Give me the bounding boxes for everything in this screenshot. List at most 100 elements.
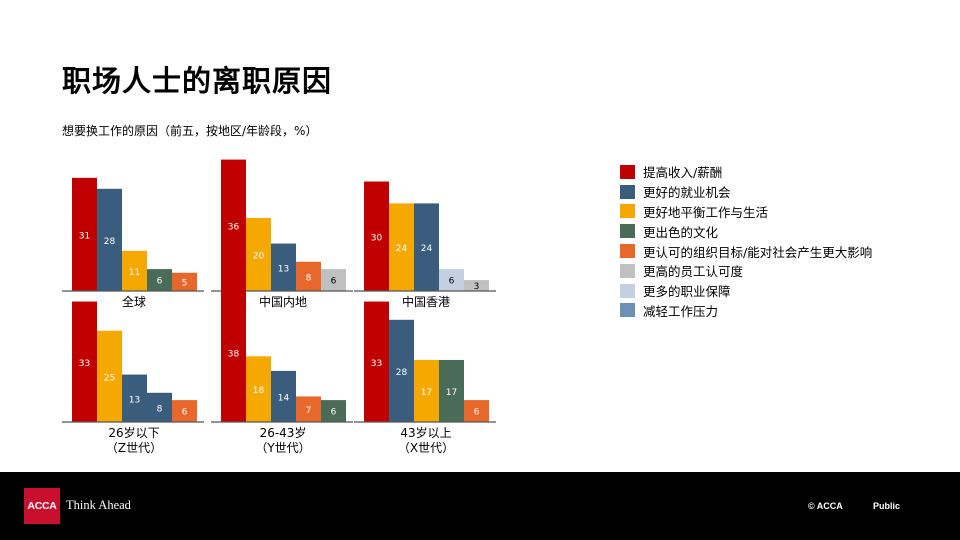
chart-title: 26-43岁 xyxy=(260,425,307,440)
bar xyxy=(172,272,197,291)
acca-logo: ACCA xyxy=(24,488,60,524)
bar-value-label: 38 xyxy=(228,350,240,360)
bar xyxy=(389,203,414,291)
bar-value-label: 13 xyxy=(278,264,289,274)
bar xyxy=(321,269,346,291)
bar xyxy=(221,159,246,291)
bar xyxy=(296,396,321,422)
chart-title: 全球 xyxy=(122,294,146,309)
bar-value-label: 18 xyxy=(253,386,265,396)
bar xyxy=(246,356,271,422)
bar-value-label: 3 xyxy=(474,282,480,292)
bar-value-label: 30 xyxy=(371,233,383,243)
bar-value-label: 7 xyxy=(306,406,312,416)
chart-title: （Y世代） xyxy=(255,441,310,455)
bar xyxy=(464,400,489,422)
copyright-text: © ACCA xyxy=(808,501,843,511)
chart-title: 中国内地 xyxy=(259,294,307,309)
bar-value-label: 25 xyxy=(104,373,115,383)
legend-item: 更高的员工认可度 xyxy=(620,261,872,281)
bar-value-label: 13 xyxy=(129,395,140,405)
bar-value-label: 14 xyxy=(278,393,290,403)
chart-subtitle: 想要换工作的原因（前五，按地区/年龄段，%） xyxy=(62,124,318,138)
bar-value-label: 33 xyxy=(79,359,90,369)
legend-item: 提高收入/薪酬 xyxy=(620,162,872,182)
bar xyxy=(389,319,414,422)
bar xyxy=(172,400,197,422)
chart-title: （Z世代） xyxy=(106,441,162,455)
bar-value-label: 11 xyxy=(129,268,140,278)
legend-swatch xyxy=(620,224,635,239)
bar xyxy=(364,301,389,422)
legend-swatch xyxy=(620,303,635,318)
legend-label: 更认可的组织目标/能对社会产生更大影响 xyxy=(643,244,873,260)
tagline: Think Ahead xyxy=(66,498,131,512)
bar xyxy=(439,269,464,291)
chart-title: 43岁以上 xyxy=(400,425,451,440)
legend-item: 更认可的组织目标/能对社会产生更大影响 xyxy=(620,241,872,261)
classification-label: Public xyxy=(873,501,901,511)
bar-value-label: 33 xyxy=(371,359,382,369)
bar-value-label: 6 xyxy=(331,408,337,418)
bar xyxy=(271,370,296,422)
legend-item: 更好地平衡工作与生活 xyxy=(620,202,872,222)
bar xyxy=(72,177,97,291)
legend-label: 提高收入/薪酬 xyxy=(643,165,723,181)
bar xyxy=(246,218,271,291)
bar-value-label: 6 xyxy=(449,277,455,287)
bar xyxy=(97,330,122,422)
bar-value-label: 24 xyxy=(396,244,408,254)
bar-value-label: 17 xyxy=(446,388,457,398)
legend-label: 更出色的文化 xyxy=(643,224,719,240)
bar xyxy=(414,359,439,422)
legend-swatch xyxy=(620,283,635,298)
bar-value-label: 31 xyxy=(79,231,90,241)
bar-charts-grid: 31 28 11 6 5 全球 36 20 13 8 6 中国内地 30 24 24 6 3 中国香港 33 25 13… xyxy=(62,159,496,455)
legend-swatch xyxy=(620,244,635,259)
bar xyxy=(72,301,97,422)
legend-swatch xyxy=(620,204,635,219)
bar xyxy=(296,261,321,291)
bar-value-label: 6 xyxy=(182,408,188,418)
legend-item: 更多的职业保障 xyxy=(620,281,872,301)
legend-swatch xyxy=(620,184,635,199)
chart-title: 中国香港 xyxy=(402,294,450,309)
footer-bar: ACCA Think Ahead © ACCA Public xyxy=(0,472,960,540)
bar xyxy=(439,359,464,422)
bar-value-label: 6 xyxy=(157,277,163,287)
bar xyxy=(221,283,246,422)
bar-value-label: 6 xyxy=(331,277,337,287)
bar xyxy=(147,269,172,291)
bar-value-label: 28 xyxy=(396,368,408,378)
chart-title: 26岁以下 xyxy=(108,425,159,440)
legend-item: 减轻工作压力 xyxy=(620,301,872,321)
bar xyxy=(122,374,147,422)
bar-value-label: 5 xyxy=(182,278,188,288)
legend-label: 更多的职业保障 xyxy=(643,284,731,300)
legend-label: 减轻工作压力 xyxy=(643,303,719,319)
legend-label: 更好地平衡工作与生活 xyxy=(643,204,769,220)
bar-value-label: 28 xyxy=(104,237,116,247)
legend-label: 更好的就业机会 xyxy=(643,185,731,201)
legend-swatch xyxy=(620,263,635,278)
bar-value-label: 20 xyxy=(253,252,265,262)
bar-value-label: 8 xyxy=(306,273,312,283)
legend-item: 更出色的文化 xyxy=(620,221,872,241)
slide-title: 职场人士的离职原因 xyxy=(62,64,333,98)
bar xyxy=(122,250,147,291)
chart-legend: 提高收入/薪酬 更好的就业机会 更好地平衡工作与生活 更出色的文化 更认可的组织… xyxy=(620,162,872,320)
bar-value-label: 36 xyxy=(228,222,240,232)
legend-item: 更好的就业机会 xyxy=(620,182,872,202)
bar xyxy=(321,400,346,422)
legend-swatch xyxy=(620,164,635,179)
bar xyxy=(464,280,489,291)
bar xyxy=(97,188,122,291)
bar-value-label: 24 xyxy=(421,244,433,254)
legend-label: 更高的员工认可度 xyxy=(643,264,744,280)
bar-value-label: 6 xyxy=(474,408,480,418)
chart-title: （X世代） xyxy=(398,441,454,455)
bar xyxy=(414,203,439,291)
bar xyxy=(147,392,172,422)
bar xyxy=(271,243,296,291)
bar-value-label: 17 xyxy=(421,388,432,398)
